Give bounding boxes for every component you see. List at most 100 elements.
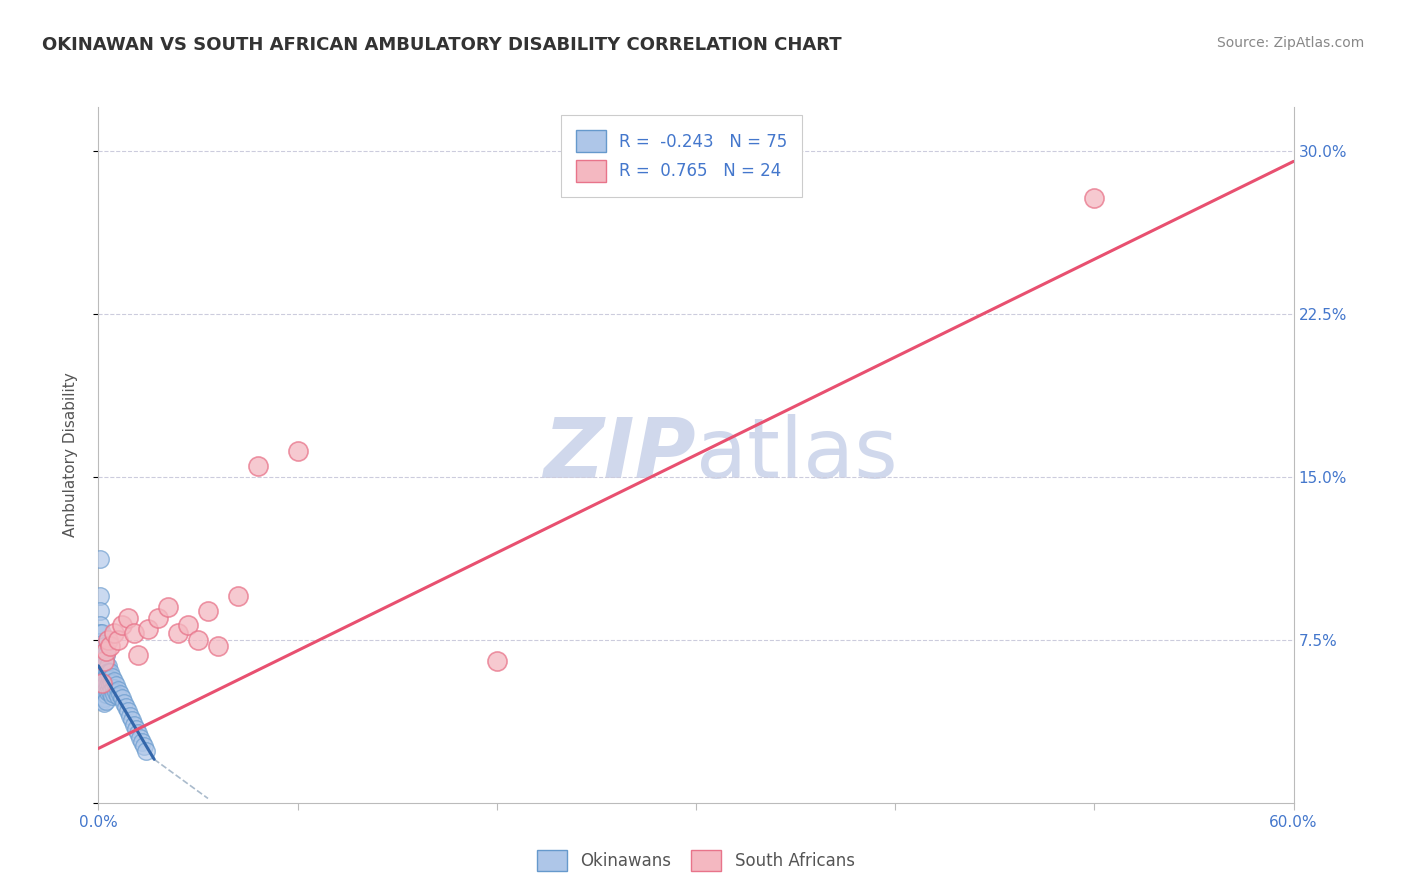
Point xyxy=(100,678,122,692)
Point xyxy=(91,665,114,680)
Point xyxy=(120,708,142,723)
Point xyxy=(96,670,118,684)
Point xyxy=(91,685,114,699)
Point xyxy=(89,665,111,680)
Text: atlas: atlas xyxy=(696,415,897,495)
Point xyxy=(167,626,190,640)
Point xyxy=(93,696,115,710)
Point xyxy=(103,674,125,689)
Point xyxy=(97,665,120,680)
Point xyxy=(105,685,128,699)
Point xyxy=(134,739,156,754)
Legend: Okinawans, South Africans: Okinawans, South Africans xyxy=(530,843,862,878)
Point xyxy=(148,611,170,625)
Text: OKINAWAN VS SOUTH AFRICAN AMBULATORY DISABILITY CORRELATION CHART: OKINAWAN VS SOUTH AFRICAN AMBULATORY DIS… xyxy=(42,36,842,54)
Point xyxy=(96,657,118,671)
Point xyxy=(101,682,124,697)
Point xyxy=(101,670,124,684)
Point xyxy=(97,658,120,673)
Point xyxy=(127,726,149,740)
Point xyxy=(89,648,111,662)
Point xyxy=(117,611,139,625)
Point xyxy=(93,682,115,697)
Point xyxy=(97,678,120,692)
Point xyxy=(91,626,114,640)
Point xyxy=(1083,191,1105,205)
Point xyxy=(121,713,143,727)
Point xyxy=(107,690,129,704)
Point xyxy=(93,670,115,684)
Point xyxy=(93,663,115,677)
Point xyxy=(101,690,124,704)
Point xyxy=(100,665,122,680)
Text: ZIP: ZIP xyxy=(543,415,696,495)
Point xyxy=(187,632,209,647)
Point xyxy=(105,678,128,692)
Point xyxy=(226,589,249,603)
Point xyxy=(89,641,111,656)
Point xyxy=(96,693,118,707)
Point xyxy=(127,648,149,662)
Point xyxy=(157,600,180,615)
Point xyxy=(93,676,115,690)
Point xyxy=(93,657,115,671)
Point xyxy=(93,691,115,706)
Point xyxy=(91,646,114,660)
Point xyxy=(124,626,146,640)
Point xyxy=(93,639,115,653)
Point xyxy=(129,731,152,745)
Y-axis label: Ambulatory Disability: Ambulatory Disability xyxy=(63,373,77,537)
Point xyxy=(91,690,114,704)
Point xyxy=(103,687,125,701)
Point xyxy=(111,617,134,632)
Point xyxy=(96,676,118,690)
Point xyxy=(91,676,114,690)
Point xyxy=(91,681,114,695)
Point xyxy=(197,605,219,619)
Point xyxy=(287,443,309,458)
Point xyxy=(97,672,120,686)
Point xyxy=(246,458,269,473)
Point xyxy=(125,722,148,736)
Point xyxy=(96,682,118,697)
Point xyxy=(89,605,111,619)
Point xyxy=(91,658,114,673)
Point xyxy=(89,552,111,566)
Point xyxy=(96,648,118,662)
Point xyxy=(107,682,129,697)
Point xyxy=(110,687,132,701)
Point xyxy=(136,622,159,636)
Point xyxy=(97,632,120,647)
Point xyxy=(89,589,111,603)
Point xyxy=(89,655,111,669)
Point xyxy=(485,655,508,669)
Point xyxy=(112,696,135,710)
Point xyxy=(100,639,122,653)
Point xyxy=(100,685,122,699)
Point xyxy=(124,717,146,731)
Point xyxy=(89,635,111,649)
Text: Source: ZipAtlas.com: Source: ZipAtlas.com xyxy=(1216,36,1364,50)
Point xyxy=(207,639,229,653)
Point xyxy=(111,691,134,706)
Point xyxy=(89,626,111,640)
Point xyxy=(93,648,115,662)
Point xyxy=(115,700,138,714)
Point xyxy=(177,617,200,632)
Point xyxy=(91,672,114,686)
Point xyxy=(96,663,118,677)
Point xyxy=(107,632,129,647)
Point xyxy=(91,693,114,707)
Point xyxy=(135,744,157,758)
Point xyxy=(96,643,118,657)
Point xyxy=(97,685,120,699)
Point xyxy=(93,687,115,701)
Point xyxy=(93,655,115,669)
Point xyxy=(103,626,125,640)
Point xyxy=(101,676,124,690)
Point xyxy=(91,676,114,690)
Point xyxy=(103,681,125,695)
Point xyxy=(91,637,114,651)
Point xyxy=(100,672,122,686)
Point xyxy=(96,687,118,701)
